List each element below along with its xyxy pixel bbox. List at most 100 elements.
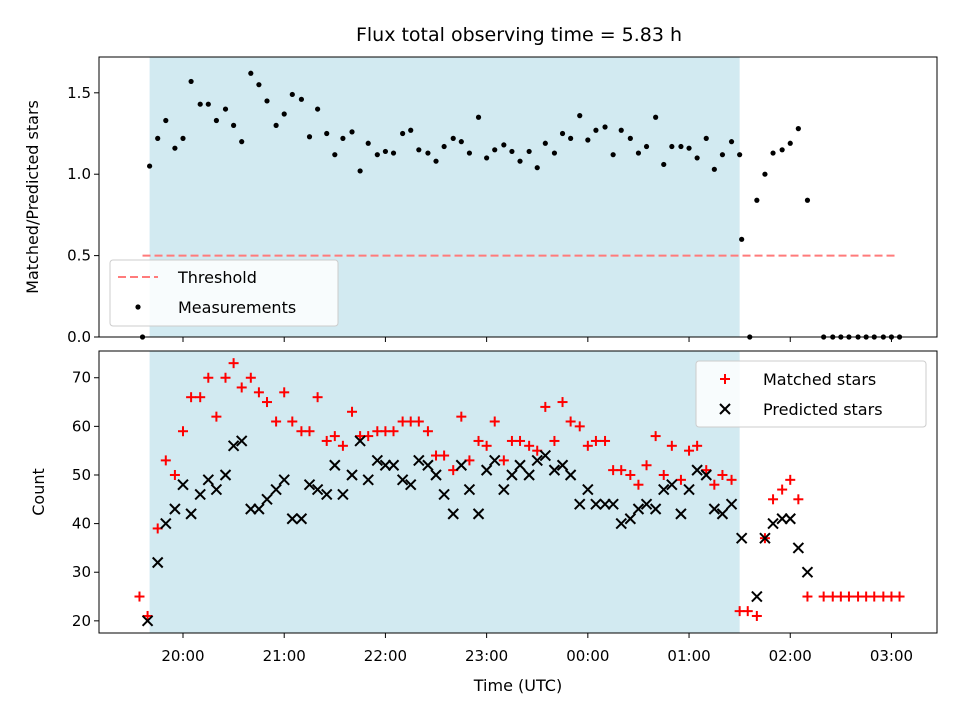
bottom-x-tick-label: 03:00 [870,647,913,665]
measurement-point [762,171,768,177]
measurement-point [264,98,270,104]
measurement-point [357,168,363,174]
predicted-star-point [278,474,290,486]
predicted-star-point [438,488,450,501]
predicted-star-point [227,440,240,452]
matched-star-point [701,465,712,476]
predicted-star-point [169,503,181,515]
matched-star-point [658,469,669,480]
measurement-point [627,135,633,141]
matched-star-point [574,421,585,432]
measurement-point [205,101,211,107]
bottom-y-axis-label: Count [29,468,48,516]
measurement-point [719,152,726,158]
measurement-point [197,101,203,107]
matched-star-point [717,469,728,480]
measurement-point [678,143,684,150]
predicted-star-point [321,488,333,501]
predicted-star-point [185,508,197,520]
matched-star-point [600,435,611,446]
matched-star-point [557,397,568,408]
legend-threshold-label: Threshold [177,268,257,287]
legend-measurement-swatch [135,304,141,310]
predicted-star-point [666,478,678,491]
legend-measurement-label: Measurements [178,298,296,317]
matched-star-point [279,387,290,398]
matched-star-point [684,445,695,456]
predicted-star-point [632,503,645,515]
measurement-point [779,147,785,153]
legend-predicted-label: Predicted stars [763,400,883,419]
predicted-star-point [202,474,215,486]
predicted-star-point [708,503,721,515]
measurement-point [256,82,262,88]
predicted-star-point [582,483,594,496]
bottom-y-tick-label: 40 [72,515,91,533]
measurement-point [281,111,287,117]
measurement-point [501,142,507,148]
predicted-stars-points [141,435,814,627]
predicted-star-point [261,493,273,506]
measurement-point [222,106,229,112]
measurement-point [416,147,422,153]
matched-star-point [540,401,551,412]
measurement-point [374,152,380,158]
matched-star-point [134,591,145,602]
bottom-legend-box [695,360,927,428]
predicted-star-point [413,454,425,467]
measurement-point [577,113,583,119]
matched-star-point [641,460,652,471]
measurement-point [408,127,414,133]
measurement-point [517,158,523,164]
measurement-point [466,150,473,156]
bottom-y-axis-ticks: 20 30 40 50 60 70 [72,369,99,630]
measurement-point [610,152,616,158]
predicted-star-point [624,513,637,525]
matched-star-point [321,435,332,446]
measurement-point [526,148,532,155]
matched-star-point [178,426,189,437]
measurement-point [661,161,667,168]
legend-matched-swatch [720,374,730,384]
measurement-point [568,135,574,141]
measurement-point [213,117,220,124]
bottom-y-tick-label: 50 [72,466,91,484]
measurement-point [739,236,745,242]
matched-star-point [616,465,627,476]
predicted-star-point [590,498,602,510]
matched-star-point [287,416,298,427]
measurement-point [593,127,599,133]
top-y-axis-label: Matched/Predicted stars [23,100,42,294]
bottom-x-axis-ticks: 20:00 21:00 22:00 23:00 00:00 01:00 02:00 03:00 [161,633,913,665]
predicted-star-point [245,503,257,515]
matched-star-point [869,591,880,602]
predicted-star-point [329,459,341,471]
bottom-axes-frame [98,350,938,634]
predicted-star-point [556,459,569,471]
matched-star-point [481,440,492,451]
measurement-point [332,152,338,158]
predicted-star-point [160,517,172,530]
predicted-star-point [362,474,374,486]
measurement-point [686,145,692,151]
measurement-point [315,106,321,112]
measurement-point [475,114,482,120]
legend-matched-label: Matched stars [763,370,876,389]
predicted-star-point [531,454,543,467]
measurement-point [703,135,709,141]
matched-star-point [793,494,804,505]
measurement-point [155,135,161,141]
measurement-point [804,197,811,203]
measurement-point [534,165,540,171]
matched-star-point [692,440,703,451]
predicted-star-point [574,498,586,510]
predicted-star-point [354,435,366,447]
top-legend: Threshold Measurements [109,259,339,327]
matched-star-point [751,610,762,621]
bottom-x-tick-label: 02:00 [769,647,812,665]
matched-star-point [195,392,206,403]
matched-star-point [186,392,197,403]
bottom-y-tick-label: 20 [72,612,91,630]
bottom-y-tick-label: 70 [72,369,91,387]
